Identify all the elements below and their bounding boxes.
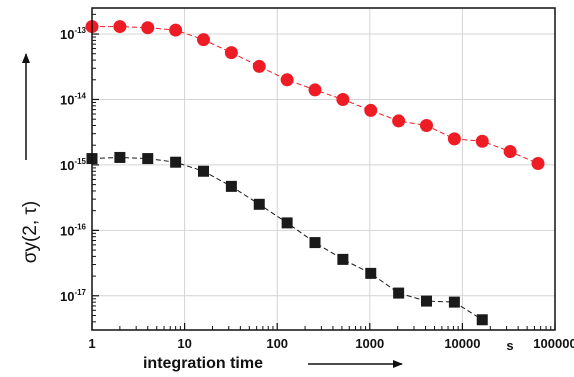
data-point-square xyxy=(421,295,433,307)
y-tick-label: 10-16 xyxy=(60,222,87,238)
plot-frame xyxy=(91,7,556,331)
data-point-circle xyxy=(224,46,238,60)
y-axis-title: σy(2, τ) xyxy=(20,201,41,264)
data-point-square xyxy=(142,153,154,165)
data-point-circle xyxy=(336,92,350,106)
data-point-circle xyxy=(113,20,127,34)
data-point-circle xyxy=(392,114,406,128)
series-2 xyxy=(86,151,488,326)
x-tick-label: 100000 xyxy=(533,336,574,351)
data-point-circle xyxy=(308,83,322,97)
data-point-circle xyxy=(531,157,545,171)
y-tick-label: 10-17 xyxy=(60,288,87,304)
data-point-square xyxy=(448,296,460,308)
data-point-square xyxy=(225,180,237,192)
x-tick-label: 1 xyxy=(88,336,95,351)
data-point-circle xyxy=(420,119,434,133)
data-point-circle xyxy=(503,145,517,159)
data-point-circle xyxy=(169,23,183,37)
data-point-square xyxy=(337,253,349,265)
x-axis-title: integration time xyxy=(143,355,263,372)
data-point-circle xyxy=(141,21,155,35)
x-tick-label: 10000 xyxy=(444,336,480,351)
y-tick-label: 10-14 xyxy=(60,91,87,107)
data-point-circle xyxy=(197,33,211,47)
data-point-square xyxy=(170,156,182,168)
data-point-square xyxy=(365,267,377,279)
data-point-circle xyxy=(475,134,489,148)
data-point-square xyxy=(253,198,265,210)
data-point-square xyxy=(393,287,405,299)
y-tick-label: 10-13 xyxy=(60,26,87,42)
y-tick-label: 10-15 xyxy=(60,157,87,173)
x-tick-label: 100 xyxy=(266,336,288,351)
data-point-square xyxy=(476,314,488,326)
series-layer xyxy=(85,20,545,326)
grid xyxy=(91,8,556,330)
ticks xyxy=(91,13,556,331)
data-point-circle xyxy=(252,59,266,73)
data-point-circle xyxy=(364,103,378,117)
data-point-square xyxy=(281,217,293,229)
data-point-square xyxy=(114,151,126,163)
x-tick-label: 10 xyxy=(177,336,191,351)
series-1 xyxy=(85,20,545,171)
x-tick-label: 1000 xyxy=(355,336,384,351)
data-point-square xyxy=(198,165,210,177)
data-point-circle xyxy=(447,132,461,146)
tick-labels: 1 10 100 1000 10000 100000 10-13 10-14 10-15 10-1… xyxy=(60,26,574,351)
data-point-square xyxy=(309,237,321,249)
data-point-circle xyxy=(280,73,294,87)
x-unit-label: s xyxy=(506,338,513,353)
